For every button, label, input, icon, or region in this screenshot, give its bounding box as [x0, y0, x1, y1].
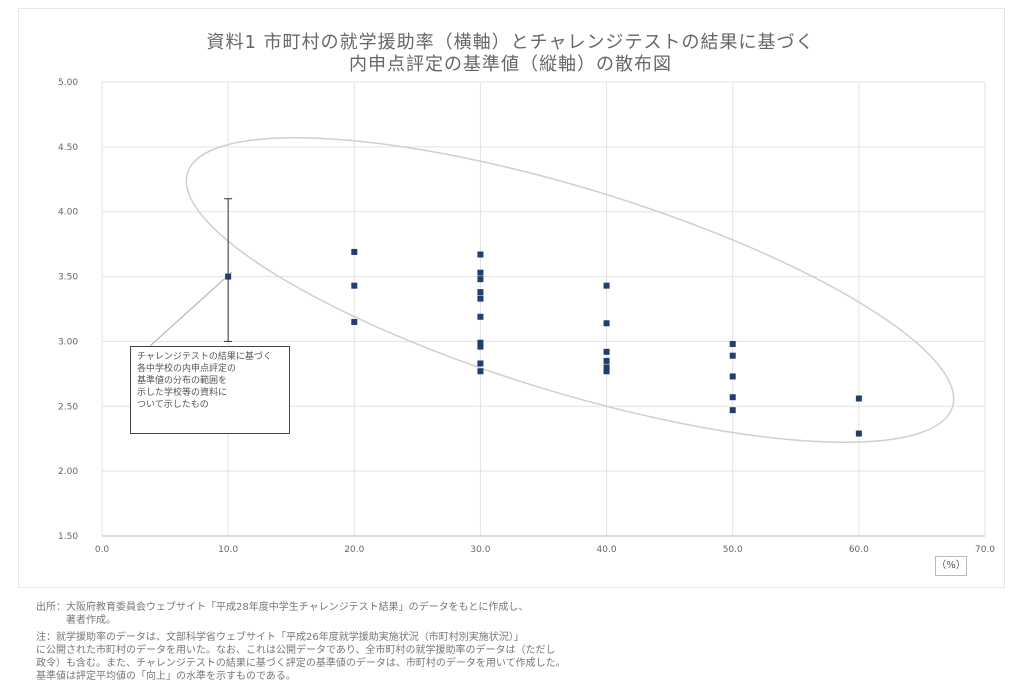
data-point [351, 282, 358, 289]
data-point [351, 318, 358, 325]
data-point [477, 313, 484, 320]
x-tick-label: 30.0 [470, 545, 490, 555]
data-point [603, 348, 610, 355]
chart-title-line1: 資料1 市町村の就学援助率（横軸）とチャレンジテストの結果に基づく [206, 32, 815, 53]
x-tick-label: 60.0 [849, 545, 869, 555]
data-point [603, 368, 610, 375]
data-point [477, 343, 484, 350]
data-point [477, 276, 484, 283]
data-point [855, 430, 862, 437]
data-points [225, 248, 862, 437]
data-point [477, 289, 484, 296]
note-line: 基準値は評定平均値の「向上」の水準を示すものである。 [36, 671, 296, 682]
chart-title-line2: 内申点評定の基準値（縦軸）の散布図 [349, 54, 672, 75]
error-bar [224, 198, 233, 342]
note-line: 政令）も含む。また、チャレンジテストの結果に基づく評定の基準値のデータは、市町村… [36, 658, 566, 669]
data-point [603, 364, 610, 371]
data-point [477, 251, 484, 258]
range-ellipse [149, 136, 955, 444]
x-tick-label: 0.0 [95, 545, 110, 555]
note-line: 出所：大阪府教育委員会ウェブサイト「平成28年度中学生チャレンジテスト結果」のデ… [36, 602, 529, 613]
range-ellipse-shape [185, 136, 955, 444]
y-tick-label: 4.00 [58, 208, 78, 218]
data-point [603, 320, 610, 327]
data-point [477, 368, 484, 375]
data-point [477, 339, 484, 346]
data-point [477, 269, 484, 276]
data-point [603, 357, 610, 364]
data-point [729, 373, 736, 380]
callout-box: チャレンジテストの結果に基づく 各中学校の内申点評定の 基準値の分布の範囲を 示… [130, 346, 290, 434]
x-tick-labels: 0.0 10.0 20.0 30.0 40.0 50.0 60.0 70.0 [95, 545, 995, 555]
data-point [855, 395, 862, 402]
data-point [477, 295, 484, 302]
data-point [729, 352, 736, 359]
data-point [225, 273, 232, 280]
y-tick-label: 3.00 [58, 337, 78, 347]
note-line: に公開された市町村のデータを用いた。なお、これは公開データであり、全市町村の就学… [36, 645, 556, 656]
data-point [351, 248, 358, 255]
callout-text: チャレンジテストの結果に基づく 各中学校の内申点評定の 基準値の分布の範囲を 示… [137, 352, 272, 410]
chart-card [18, 8, 1005, 588]
x-tick-label: 50.0 [723, 545, 743, 555]
data-point [603, 282, 610, 289]
grid-lines [101, 81, 986, 537]
y-tick-label: 4.50 [58, 143, 78, 153]
data-point [729, 407, 736, 414]
y-tick-label: 3.50 [58, 273, 78, 283]
note-line: 注：就学援助率のデータは、文部科学省ウェブサイト「平成26年度就学援助実施状況（… [36, 632, 524, 643]
y-tick-label: 2.00 [58, 467, 78, 477]
x-unit-label: （%） [935, 556, 967, 576]
data-point [729, 394, 736, 401]
y-tick-label: 2.50 [58, 402, 78, 412]
y-tick-label: 5.00 [58, 78, 78, 88]
y-tick-labels: 5.00 4.50 4.00 3.50 3.00 2.50 2.00 1.50 [58, 78, 78, 542]
callout-leader [149, 271, 233, 347]
note-line: 著者作成。 [36, 615, 116, 626]
data-point [729, 341, 736, 348]
data-point [477, 360, 484, 367]
x-tick-label: 20.0 [344, 545, 364, 555]
y-tick-label: 1.50 [58, 532, 78, 542]
x-tick-label: 40.0 [597, 545, 617, 555]
x-tick-label: 10.0 [218, 545, 238, 555]
x-tick-label: 70.0 [975, 545, 995, 555]
